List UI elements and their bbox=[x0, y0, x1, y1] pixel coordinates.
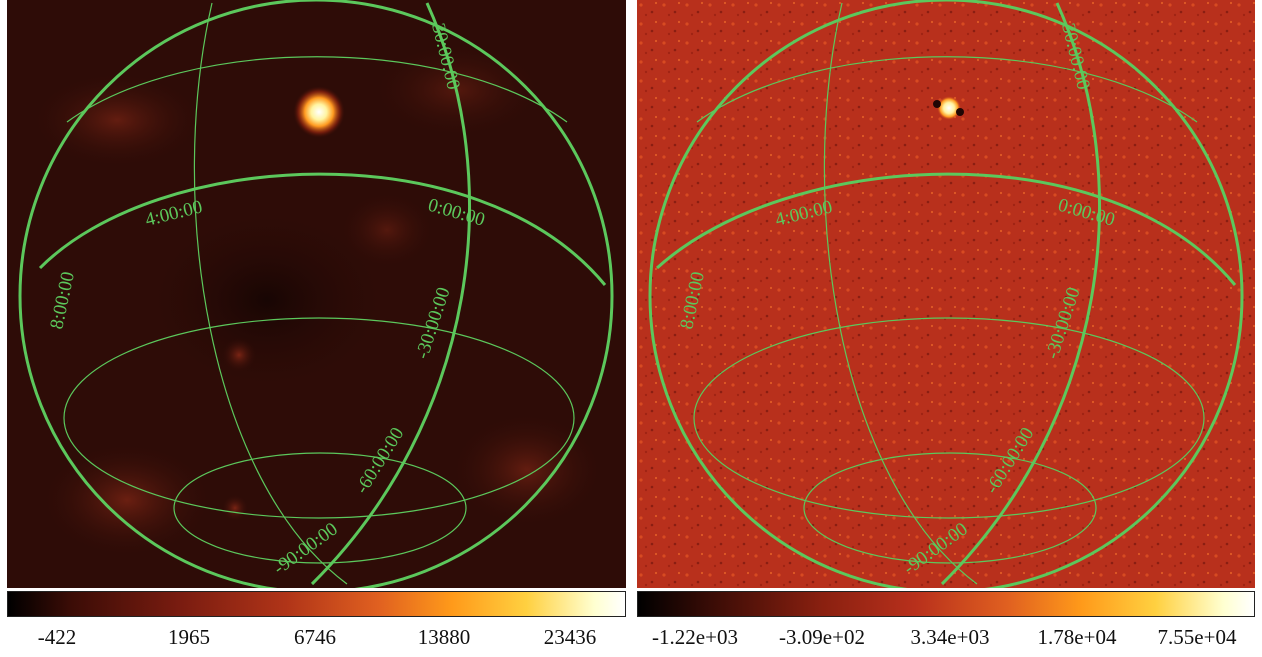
latitude-line bbox=[173, 452, 467, 564]
diffuse-emission bbox=[37, 440, 217, 560]
faint-source bbox=[221, 494, 249, 522]
bright-source bbox=[937, 96, 961, 120]
colorbar-label: 3.34e+03 bbox=[910, 625, 990, 649]
diffuse-emission bbox=[447, 410, 607, 530]
diffuse-emission bbox=[337, 190, 437, 270]
right-colorbar bbox=[637, 591, 1255, 617]
left-colorbar bbox=[7, 591, 626, 617]
left-colorbar-labels: -422 1965 6746 13880 23436 bbox=[7, 617, 626, 657]
latitude-line bbox=[803, 452, 1097, 564]
left-sky-map: 30:00:00 4:00:00 0:00:00 8:00:00 -30:00:… bbox=[7, 0, 626, 588]
equator-line bbox=[655, 172, 1237, 286]
colorbar-label: 13880 bbox=[417, 625, 471, 649]
latitude-line bbox=[63, 317, 575, 519]
sky-boundary bbox=[18, 0, 614, 588]
right-colorbar-labels: -1.22e+03 -3.09e+02 3.34e+03 1.78e+04 7.… bbox=[637, 617, 1255, 657]
right-panel: 30:00:00 4:00:00 0:00:00 8:00:00 -30:00:… bbox=[637, 0, 1255, 657]
colorbar-label: -1.22e+03 bbox=[652, 625, 738, 649]
meridian-line bbox=[823, 2, 978, 585]
right-sky-map: 30:00:00 4:00:00 0:00:00 8:00:00 -30:00:… bbox=[637, 0, 1255, 588]
coordinate-grid bbox=[648, 0, 1244, 588]
colorbar-label: -422 bbox=[37, 625, 77, 649]
dark-region bbox=[147, 210, 387, 390]
diffuse-emission bbox=[27, 70, 207, 170]
meridian-line bbox=[310, 2, 471, 586]
colorbar-label: 23436 bbox=[543, 625, 597, 649]
latitude-line bbox=[696, 56, 1198, 123]
colorbar-label: 1965 bbox=[168, 625, 210, 649]
equator-line bbox=[38, 172, 607, 286]
colorbar-label: 1.78e+04 bbox=[1037, 625, 1117, 649]
faint-source bbox=[221, 337, 257, 373]
coordinate-grid bbox=[18, 0, 614, 588]
colorbar-label: 6746 bbox=[294, 625, 336, 649]
source-artifact bbox=[933, 100, 941, 108]
meridian-line bbox=[193, 2, 348, 585]
sky-boundary bbox=[648, 0, 1244, 588]
source-artifact bbox=[956, 108, 964, 116]
colorbar-label: -3.09e+02 bbox=[779, 625, 865, 649]
meridian-line bbox=[940, 2, 1101, 586]
latitude-line bbox=[693, 317, 1205, 519]
left-panel: 30:00:00 4:00:00 0:00:00 8:00:00 -30:00:… bbox=[7, 0, 626, 657]
bright-source bbox=[293, 86, 345, 138]
latitude-line bbox=[66, 56, 568, 123]
colorbar-label: 7.55e+04 bbox=[1157, 625, 1237, 649]
